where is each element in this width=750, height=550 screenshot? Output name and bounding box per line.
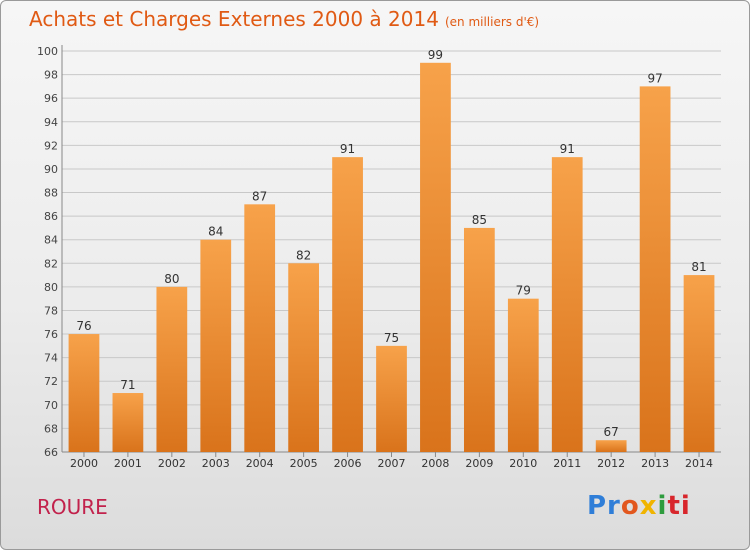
bar-value-label: 79 [516, 284, 531, 298]
bar [376, 345, 407, 452]
bar-value-label: 81 [691, 260, 706, 274]
bar-value-label: 91 [560, 142, 575, 156]
y-tick-label: 94 [44, 116, 58, 129]
bar [244, 204, 276, 452]
bar-value-label: 82 [296, 248, 311, 262]
x-tick-label: 2014 [685, 457, 713, 470]
logo-part-3: x [639, 491, 658, 521]
chart-title-text: Achats et Charges Externes 2000 à 2014 [29, 7, 439, 31]
x-tick-label: 2003 [202, 457, 230, 470]
x-tick-label: 2002 [158, 457, 186, 470]
proxiti-logo: Proxiti [587, 491, 691, 521]
y-tick-label: 80 [44, 281, 58, 294]
bar-chart: 66 68 70 72 74 76 78 80 82 84 86 88 90 92 94 96 98 100 76 2… [37, 45, 721, 470]
bar [156, 286, 188, 452]
x-tick-label: 2007 [378, 457, 406, 470]
logo-part-2: o [620, 491, 640, 521]
x-tick-label: 2013 [641, 457, 669, 470]
bar [639, 86, 671, 452]
bar [683, 275, 715, 452]
bar [595, 440, 627, 452]
bar-value-label: 91 [340, 142, 355, 156]
bar [420, 62, 451, 452]
bar-value-label: 75 [384, 331, 399, 345]
logo-part-4: i [657, 491, 668, 521]
x-tick-label: 2006 [334, 457, 362, 470]
y-tick-label: 74 [44, 352, 58, 365]
chart-subtitle: (en milliers d'€) [444, 15, 540, 29]
y-tick-label: 66 [44, 446, 58, 459]
bar [200, 239, 232, 452]
commune-name: ROURE [37, 495, 108, 519]
x-tick-label: 2010 [509, 457, 537, 470]
y-tick-label: 72 [44, 375, 58, 388]
y-tick-label: 70 [44, 399, 58, 412]
bar [68, 334, 100, 452]
bar [332, 157, 363, 452]
y-tick-label: 92 [44, 139, 58, 152]
bar-value-label: 67 [604, 425, 619, 439]
bar [507, 298, 539, 452]
y-tick-label: 96 [44, 92, 58, 105]
y-tick-label: 88 [44, 187, 58, 200]
y-tick-label: 78 [44, 304, 58, 317]
y-tick-label: 90 [44, 163, 58, 176]
logo-part-1: Pr [587, 491, 621, 521]
bar-value-label: 71 [120, 378, 135, 392]
x-tick-label: 2008 [421, 457, 449, 470]
y-tick-label: 86 [44, 210, 58, 223]
bar-value-label: 76 [76, 319, 91, 333]
x-tick-label: 2005 [290, 457, 318, 470]
bar-value-label: 80 [164, 272, 179, 286]
x-tick-label: 2011 [553, 457, 581, 470]
y-tick-label: 84 [44, 234, 58, 247]
bar-value-label: 97 [647, 71, 662, 85]
bar [551, 157, 583, 452]
chart-title: Achats et Charges Externes 2000 à 2014 (e… [29, 7, 539, 31]
x-tick-label: 2009 [465, 457, 493, 470]
y-tick-label: 68 [44, 422, 58, 435]
y-tick-label: 100 [37, 45, 58, 58]
x-tick-label: 2004 [246, 457, 274, 470]
bar [288, 263, 320, 452]
bar-value-label: 87 [252, 189, 267, 203]
bar [463, 227, 495, 452]
x-tick-label: 2001 [114, 457, 142, 470]
y-tick-label: 76 [44, 328, 58, 341]
x-tick-label: 2000 [70, 457, 98, 470]
bar-value-label: 84 [208, 225, 223, 239]
bar-value-label: 85 [472, 213, 487, 227]
y-tick-label: 98 [44, 69, 58, 82]
bar-value-label: 99 [428, 48, 443, 62]
bar [112, 393, 144, 452]
x-tick-label: 2012 [597, 457, 625, 470]
y-tick-label: 82 [44, 257, 58, 270]
logo-part-5: ti [667, 491, 691, 521]
